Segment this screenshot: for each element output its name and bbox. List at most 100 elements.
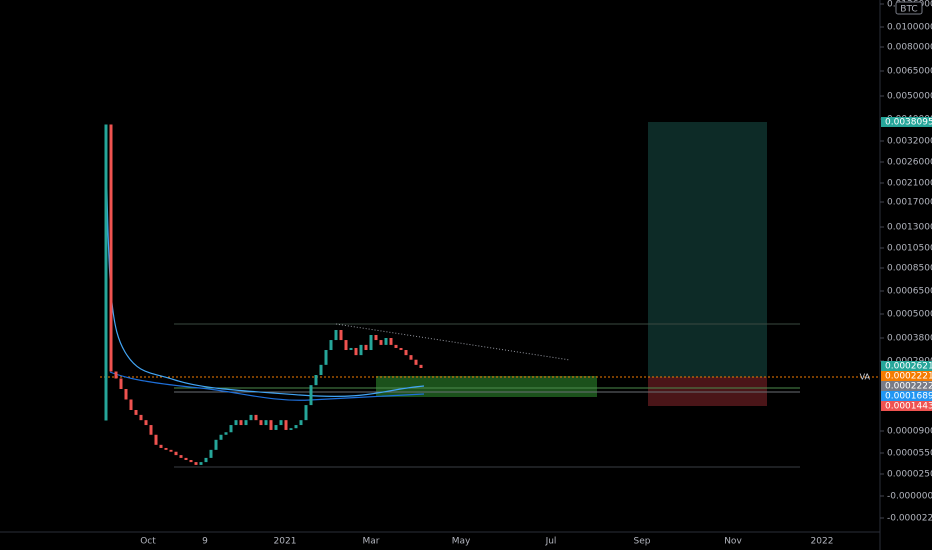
candle <box>119 378 123 389</box>
candle <box>299 420 303 426</box>
candle <box>274 425 278 430</box>
candle <box>344 340 348 351</box>
price-label: 0.0002222 <box>885 382 932 392</box>
price-label: 0.0002221 <box>885 372 932 382</box>
candle <box>384 338 388 345</box>
candle <box>234 420 238 426</box>
candle <box>364 344 368 351</box>
y-tick-label: 0.0050000 <box>887 92 932 102</box>
candle <box>129 399 133 410</box>
candle <box>289 428 293 430</box>
candle <box>379 340 383 345</box>
price-label-bg <box>881 117 932 127</box>
y-tick-label: 0.0032000 <box>887 137 932 147</box>
candle <box>184 457 188 460</box>
candle <box>254 414 258 421</box>
candle <box>309 385 313 406</box>
candle <box>204 457 208 463</box>
candle <box>104 124 108 421</box>
price-label: 0.0002621 <box>885 362 932 372</box>
x-tick-label: Nov <box>724 537 742 547</box>
candle <box>229 425 233 433</box>
candle <box>194 462 198 465</box>
profit-zone <box>648 122 767 377</box>
candle <box>324 350 328 365</box>
candle <box>294 425 298 429</box>
candle <box>154 434 158 445</box>
candle <box>304 405 308 421</box>
y-tick-label: 0.0000550 <box>887 449 932 459</box>
currency: BTC <box>900 5 917 15</box>
price-label: 0.0001443 <box>885 402 932 412</box>
moving-average <box>109 371 425 401</box>
candle <box>394 344 398 348</box>
y-tick-label: 0.0100000 <box>887 23 932 33</box>
candle <box>264 420 268 426</box>
price-label: 0.0038095 <box>885 118 932 128</box>
candle <box>164 447 168 450</box>
candle <box>314 375 318 386</box>
x-tick-label: 2021 <box>274 537 297 547</box>
candle <box>334 330 338 341</box>
candle <box>319 364 323 375</box>
candle <box>249 414 253 421</box>
candle <box>169 449 173 452</box>
price-label-bg <box>881 401 932 411</box>
x-tick-label: 9 <box>202 537 208 547</box>
candle <box>159 444 163 448</box>
candle <box>354 347 358 356</box>
candle <box>179 455 183 458</box>
x-tick-label: Sep <box>634 537 651 547</box>
price-label-bg <box>881 381 932 391</box>
currency-badge <box>895 1 923 15</box>
y-tick-label: 0.0003800 <box>887 334 932 344</box>
candle <box>349 347 353 351</box>
y-tick-label: 0.0013000 <box>887 223 932 233</box>
price-label: 0.0001689 <box>885 392 932 402</box>
y-tick-label: -0.0000220 <box>887 514 932 524</box>
y-tick-label: 0.0021000 <box>887 179 932 189</box>
candle <box>339 330 343 341</box>
price-label-bg <box>881 371 932 381</box>
trend-line <box>335 323 571 361</box>
candle <box>199 462 203 465</box>
candle <box>329 340 333 351</box>
candle <box>419 364 423 368</box>
price-label-bg <box>881 361 932 371</box>
candle <box>359 344 363 356</box>
x-tick-label: Oct <box>140 537 156 547</box>
candle <box>404 350 408 356</box>
y-tick-label: 0.0006500 <box>887 287 932 297</box>
y-tick-label: 0.0008500 <box>887 264 932 274</box>
y-tick-label: 0.0005000 <box>887 310 932 320</box>
x-tick-label: 2022 <box>811 537 834 547</box>
candle <box>284 420 288 430</box>
candle <box>259 420 263 426</box>
candle <box>269 420 273 430</box>
candle <box>369 335 373 351</box>
candle <box>374 335 378 341</box>
price-label-bg <box>881 391 932 401</box>
candle <box>219 434 223 440</box>
zone-box <box>376 376 597 397</box>
y-tick-label: 0.0010500 <box>887 244 932 254</box>
candle <box>409 355 413 360</box>
candle <box>134 410 138 415</box>
y-tick-label: 0.0026000 <box>887 158 932 168</box>
candle <box>224 432 228 435</box>
y-tick-label: -0.0000000 <box>887 492 932 502</box>
x-tick-label: Jul <box>545 537 557 547</box>
candle <box>399 347 403 351</box>
candle <box>389 338 393 345</box>
x-tick-label: Mar <box>363 537 380 547</box>
y-tick-label: 0.0065000 <box>887 67 932 77</box>
y-tick-label: 0.0000250 <box>887 470 932 480</box>
candle <box>214 439 218 450</box>
x-tick-label: May <box>452 537 471 547</box>
candle <box>414 359 418 365</box>
y-tick-label: 0.0080000 <box>887 43 932 53</box>
y-tick-label: 0.0017000 <box>887 198 932 208</box>
candle <box>109 124 113 372</box>
